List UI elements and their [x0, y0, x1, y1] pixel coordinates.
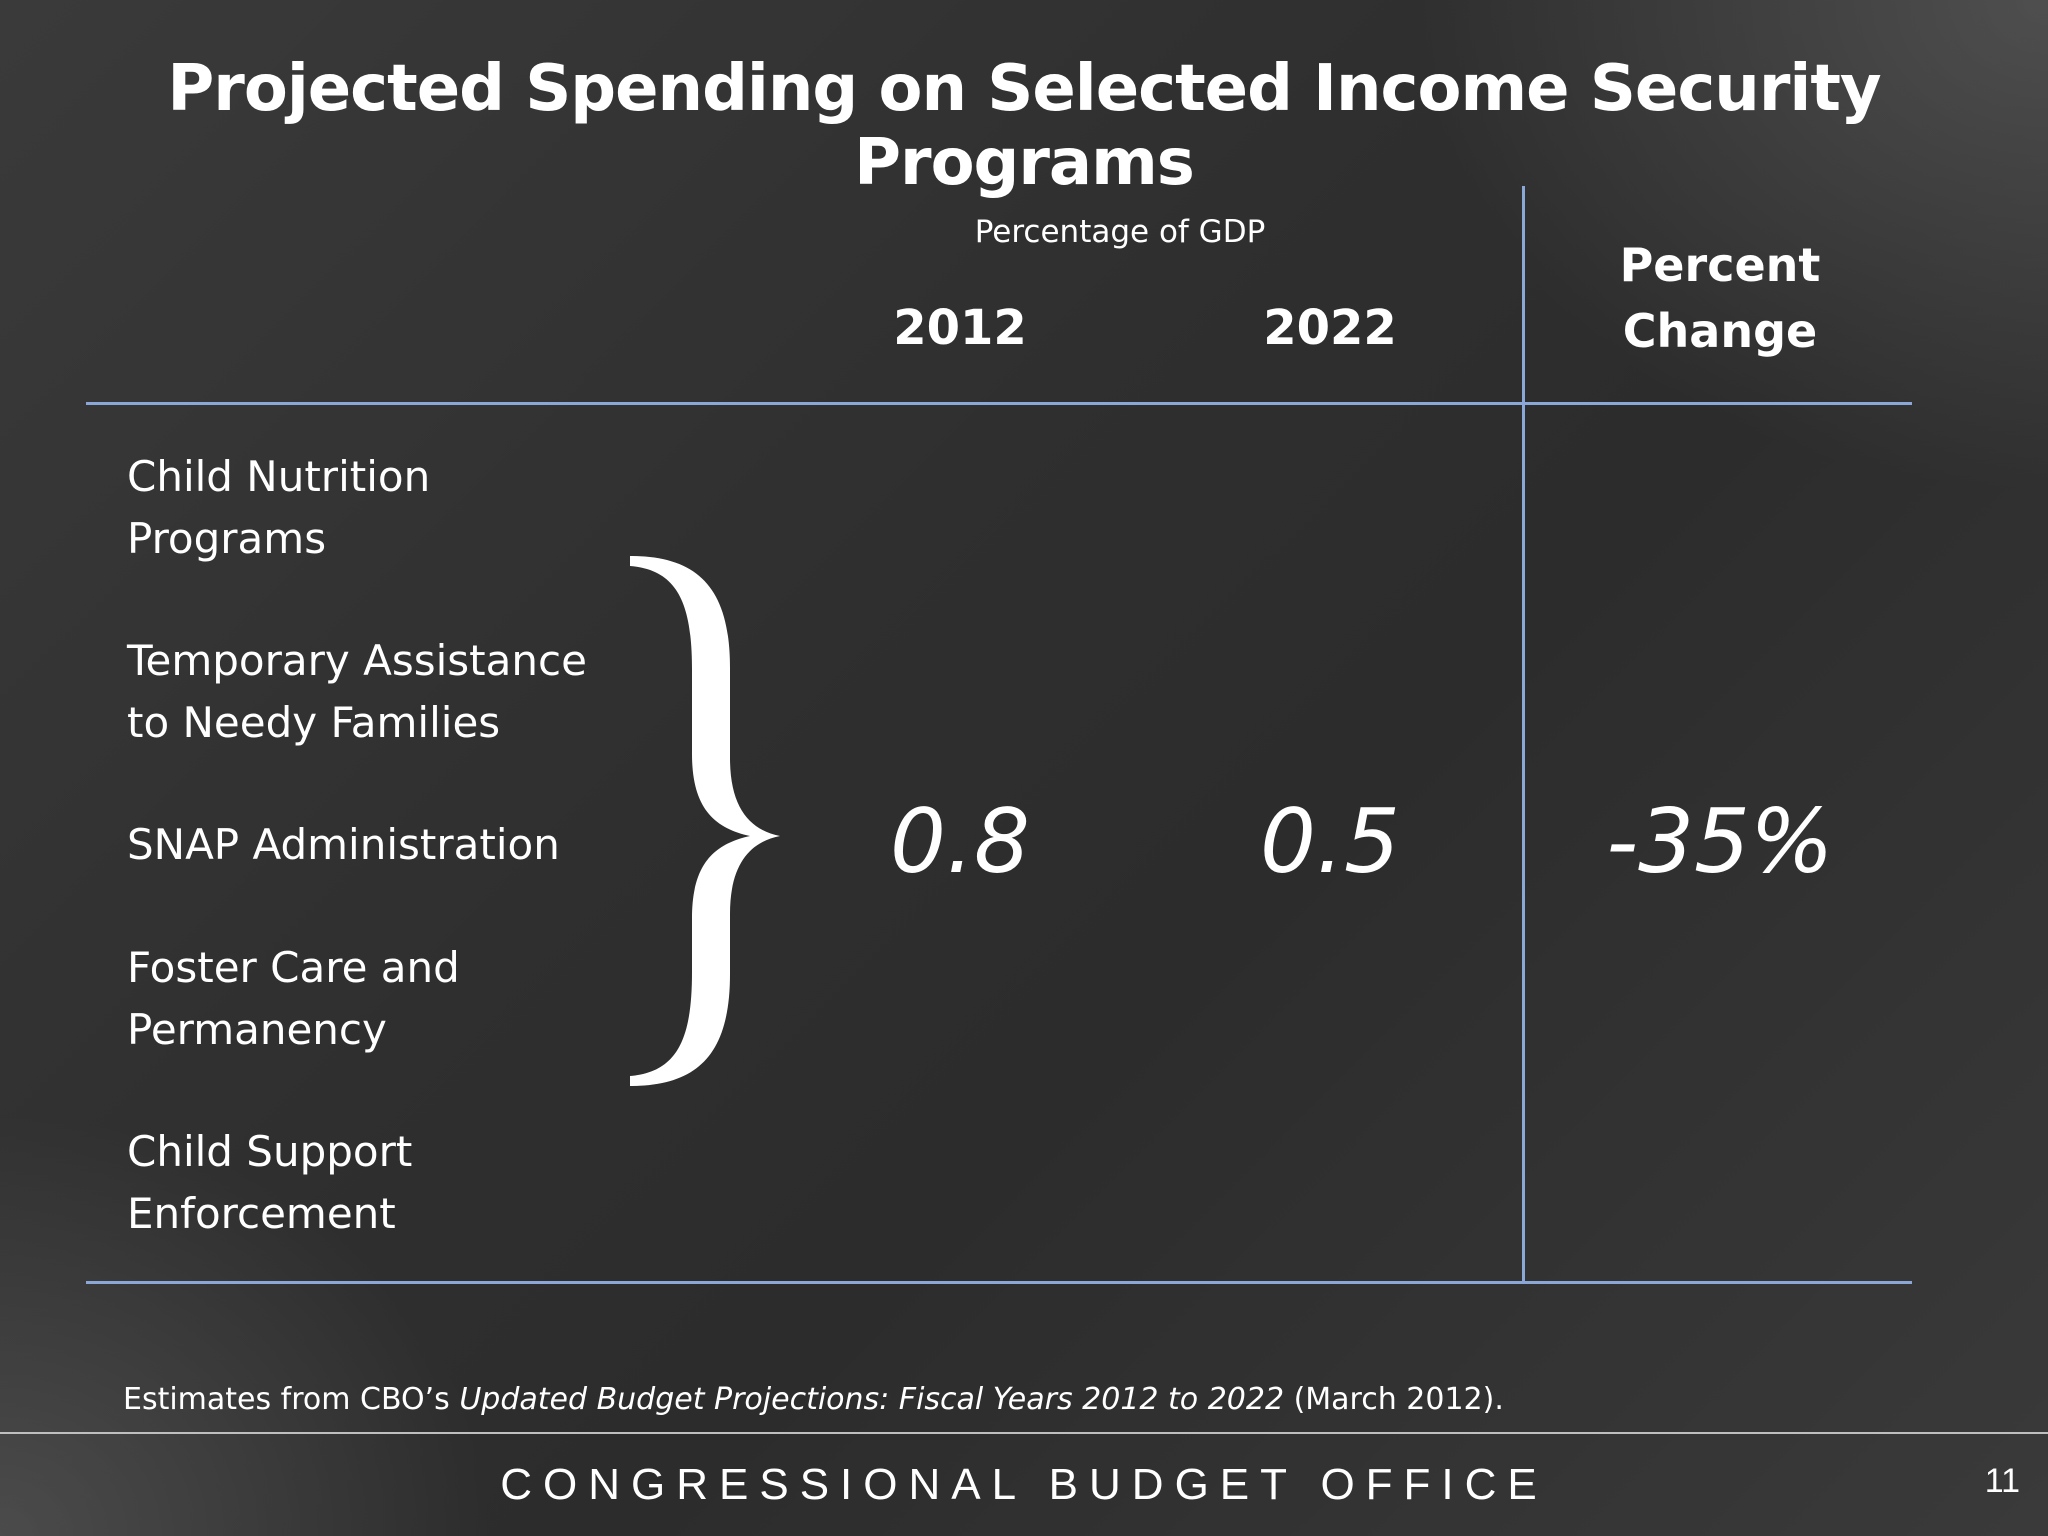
- column-divider: [1522, 186, 1525, 1284]
- source-suffix: (March 2012).: [1284, 1382, 1504, 1417]
- program-label-line2: Programs: [127, 514, 327, 563]
- column-header-percent-change-line1: Percent: [1619, 238, 1821, 292]
- footer-divider: [0, 1432, 2048, 1434]
- program-tanf: Temporary Assistance to Needy Families: [127, 630, 647, 754]
- column-header-2012: 2012: [893, 300, 1027, 356]
- program-label-line1: Foster Care and: [127, 943, 460, 992]
- program-label-line2: Enforcement: [127, 1189, 396, 1238]
- column-header-percent-change: Percent Change: [1560, 232, 1880, 364]
- program-label-line1: Child Nutrition: [127, 452, 431, 501]
- program-label-line1: Child Support: [127, 1127, 413, 1176]
- slide-title: Projected Spending on Selected Income Se…: [167, 52, 1881, 200]
- column-header-percent-change-line2: Change: [1622, 304, 1818, 358]
- page-number: 11: [1984, 1462, 2020, 1500]
- source-publication: Updated Budget Projections: Fiscal Years…: [459, 1382, 1285, 1417]
- value-percent-change: -35%: [1606, 790, 1834, 893]
- program-snap-administration: SNAP Administration: [127, 814, 647, 876]
- source-note: Estimates from CBO’s Updated Budget Proj…: [123, 1382, 1504, 1417]
- program-label-line2: Permanency: [127, 1005, 387, 1054]
- group-header-percentage-of-gdp: Percentage of GDP: [974, 214, 1266, 250]
- value-2022: 0.5: [1260, 790, 1400, 893]
- column-header-2022: 2022: [1263, 300, 1397, 356]
- value-2012: 0.8: [890, 790, 1030, 893]
- source-prefix: Estimates from CBO’s: [123, 1382, 460, 1417]
- program-foster-care: Foster Care and Permanency: [127, 937, 647, 1061]
- bottom-rule: [86, 1281, 1912, 1284]
- footer-organization: CONGRESSIONAL BUDGET OFFICE: [500, 1460, 1548, 1509]
- program-label-line1: Temporary Assistance: [127, 636, 587, 685]
- grouping-brace-icon: [630, 556, 780, 1086]
- program-label-line2: to Needy Families: [127, 698, 501, 747]
- program-label-line1: SNAP Administration: [127, 820, 560, 869]
- program-child-support-enforcement: Child Support Enforcement: [127, 1121, 647, 1245]
- header-rule: [86, 402, 1912, 405]
- program-child-nutrition: Child Nutrition Programs: [127, 446, 647, 570]
